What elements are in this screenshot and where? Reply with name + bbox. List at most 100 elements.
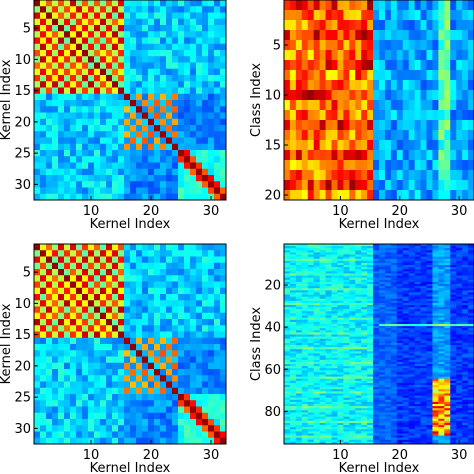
heatmap-cell: [456, 357, 463, 361]
heatmap-cell: [88, 18, 95, 26]
heatmap-cell: [130, 193, 137, 201]
heatmap-cell: [118, 100, 125, 107]
heatmap-cell: [432, 275, 439, 279]
heatmap-cell: [379, 20, 386, 31]
heatmap-cell: [414, 324, 421, 327]
heatmap-cell: [289, 376, 297, 380]
heatmap-cell: [166, 37, 173, 45]
heatmap-cell: [438, 298, 445, 302]
heatmap-cell: [64, 131, 71, 138]
heatmap-cell: [70, 106, 77, 113]
heatmap-cell: [319, 40, 326, 51]
heatmap-cell: [331, 317, 338, 321]
heatmap-cell: [432, 260, 439, 264]
heatmap-cell: [284, 286, 291, 289]
heatmap-cell: [301, 374, 309, 378]
heatmap-cell: [94, 181, 101, 188]
heatmap-cell: [130, 25, 137, 32]
heatmap-cell: [456, 332, 463, 335]
heatmap-cell: [34, 100, 41, 107]
heatmap-cell: [331, 340, 338, 344]
heatmap-cell: [148, 381, 155, 389]
heatmap-cell: [214, 319, 221, 326]
heatmap-cell: [202, 431, 209, 439]
heatmap-cell: [160, 350, 167, 357]
heatmap-cell: [402, 190, 410, 201]
heatmap-cell: [444, 370, 451, 373]
heatmap-cell: [426, 262, 433, 266]
heatmap-cell: [130, 93, 137, 101]
heatmap-cell: [124, 75, 131, 82]
heatmap-cell: [343, 246, 350, 249]
heatmap-cell: [112, 331, 119, 339]
heatmap-cell: [112, 312, 119, 320]
heatmap-cell: [40, 0, 47, 7]
heatmap-cell: [58, 12, 65, 20]
heatmap-cell: [289, 336, 297, 340]
heatmap-cell: [438, 110, 445, 121]
heatmap-cell: [82, 175, 89, 182]
heatmap-cell: [432, 374, 439, 378]
heatmap-cell: [420, 298, 427, 302]
heatmap-cell: [414, 309, 421, 312]
heatmap-cell: [166, 325, 173, 332]
heatmap-cell: [444, 359, 451, 363]
heatmap-cell: [390, 353, 398, 356]
heatmap-cell: [408, 100, 416, 111]
heatmap-cell: [408, 254, 416, 258]
heatmap-cell: [396, 364, 404, 367]
heatmap-cell: [208, 106, 215, 113]
heatmap-cell: [289, 262, 297, 266]
heatmap-cell: [450, 90, 457, 101]
heatmap-cell: [142, 294, 149, 301]
heatmap-cell: [313, 351, 321, 354]
heatmap-cell: [349, 307, 356, 310]
heatmap-cell: [301, 248, 309, 251]
heatmap-cell: [355, 150, 362, 161]
heatmap-cell: [34, 50, 41, 57]
heatmap-cell: [313, 357, 321, 361]
heatmap-cell: [456, 269, 463, 272]
heatmap-cell: [160, 362, 167, 370]
heatmap-cell: [331, 284, 338, 287]
heatmap-cell: [136, 250, 143, 257]
heatmap-cell: [402, 311, 410, 314]
heatmap-cell: [220, 287, 227, 295]
heatmap-cell: [444, 277, 451, 281]
heatmap-cell: [148, 37, 155, 45]
heatmap-cell: [438, 364, 445, 367]
heatmap-cell: [319, 260, 326, 264]
heatmap-cell: [82, 269, 89, 276]
heatmap-cell: [148, 412, 155, 420]
heatmap-cell: [319, 60, 326, 71]
heatmap-cell: [124, 168, 131, 176]
heatmap-cell: [384, 292, 392, 295]
heatmap-cell: [367, 0, 374, 11]
heatmap-cell: [396, 160, 404, 171]
heatmap-cell: [64, 106, 71, 113]
heatmap-cell: [373, 300, 380, 304]
heatmap-cell: [166, 118, 173, 126]
heatmap-cell: [313, 328, 321, 331]
heatmap-cell: [160, 175, 167, 182]
heatmap-cell: [468, 311, 474, 314]
heatmap-cell: [408, 328, 416, 331]
heatmap-cell: [384, 275, 392, 279]
heatmap-cell: [355, 281, 362, 285]
heatmap-cell: [379, 302, 386, 306]
heatmap-cell: [76, 300, 83, 307]
heatmap-cell: [112, 162, 119, 170]
heatmap-cell: [202, 175, 209, 182]
heatmap-cell: [130, 387, 137, 395]
heatmap-cell: [438, 254, 445, 258]
heatmap-cell: [208, 12, 215, 20]
heatmap-cell: [301, 338, 309, 342]
heatmap-cell: [289, 284, 297, 287]
heatmap-cell: [289, 355, 297, 359]
heatmap-cell: [390, 380, 398, 384]
heatmap-cell: [220, 93, 227, 101]
heatmap-cell: [301, 256, 309, 260]
heatmap-cell: [94, 387, 101, 395]
heatmap-cell: [438, 296, 445, 300]
heatmap-cell: [373, 361, 380, 365]
